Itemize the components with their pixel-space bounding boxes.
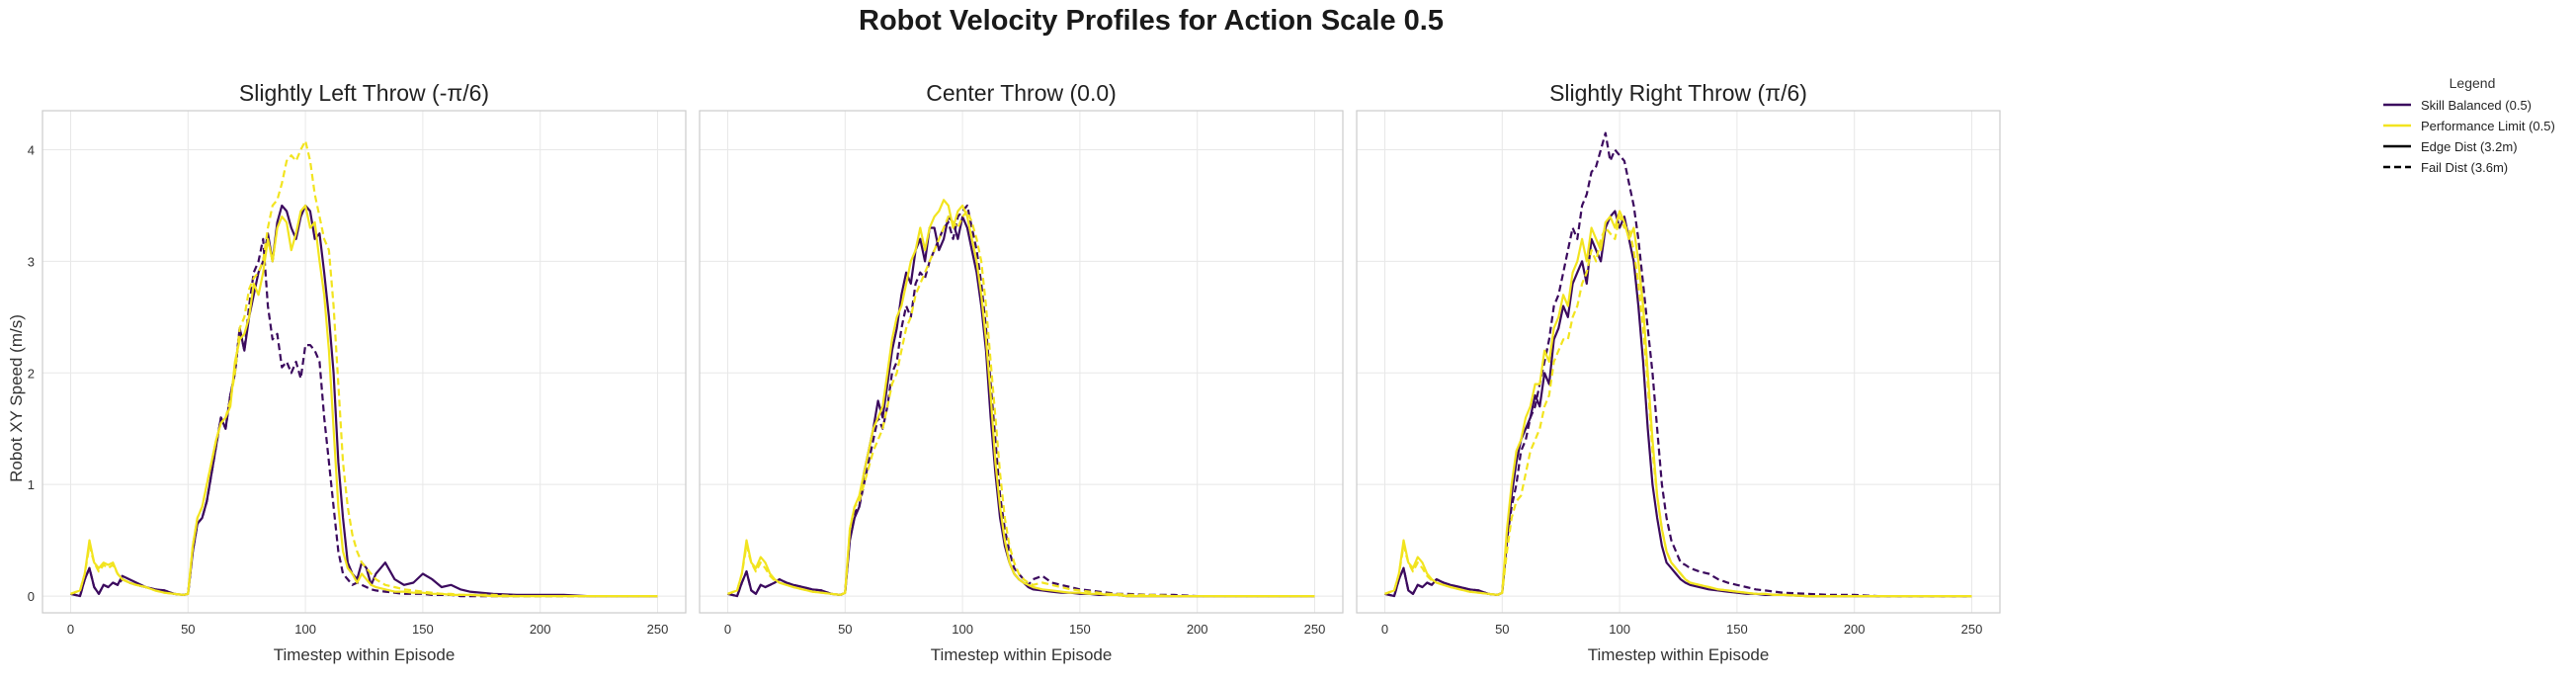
series-line-3 (727, 210, 1315, 598)
subplot-title: Slightly Right Throw (π/6) (1549, 80, 1807, 106)
legend-label-fail-dist: Fail Dist (3.6m) (2421, 160, 2508, 175)
plot-frame (699, 110, 1344, 614)
series-group (1384, 131, 1972, 598)
legend-label-edge-dist: Edge Dist (3.2m) (2421, 139, 2518, 154)
x-tick-label: 0 (1381, 622, 1388, 637)
plot-frame (42, 110, 687, 614)
figure-title: Robot Velocity Profiles for Action Scale… (859, 5, 1444, 37)
y-tick-label: 1 (28, 477, 35, 492)
x-tick-label: 250 (1304, 622, 1326, 637)
x-axis-label: Timestep within Episode (931, 645, 1113, 664)
plot-area (700, 111, 1343, 613)
x-tick-label: 200 (530, 622, 551, 637)
x-tick-label: 150 (1726, 622, 1748, 637)
x-tick-label: 100 (952, 622, 973, 637)
x-tick-label: 0 (724, 622, 731, 637)
x-tick-label: 250 (1961, 622, 1983, 637)
x-tick-label: 50 (838, 622, 852, 637)
legend-label-skill-balanced: Skill Balanced (0.5) (2421, 98, 2532, 113)
legend-title: Legend (2450, 75, 2496, 91)
x-axis-label: Timestep within Episode (1588, 645, 1770, 664)
series-line-1 (727, 204, 1315, 598)
plot-area (1357, 111, 2000, 613)
subplot-2: Slightly Right Throw (π/6) 0 50 100 150 200 25… (1356, 80, 2001, 664)
series-group (727, 199, 1315, 598)
series-group (70, 139, 658, 598)
plot-frame (1356, 110, 2001, 614)
x-tick-label: 100 (294, 622, 316, 637)
x-tick-label: 150 (412, 622, 434, 637)
x-tick-label: 200 (1844, 622, 1866, 637)
legend: Legend Skill Balanced (0.5) Performance … (2383, 75, 2555, 175)
subplot-0: Slightly Left Throw (-π/6) 0 50 100 150 200 25… (28, 80, 687, 664)
series-line-3 (1384, 215, 1972, 598)
x-tick-label: 250 (647, 622, 669, 637)
y-tick-label: 4 (28, 143, 35, 158)
x-tick-label: 150 (1069, 622, 1091, 637)
y-tick-label: 0 (28, 589, 35, 604)
x-tick-label: 50 (1495, 622, 1509, 637)
subplot-title: Slightly Left Throw (-π/6) (239, 80, 489, 106)
x-tick-label: 0 (67, 622, 74, 637)
plot-area (42, 111, 686, 613)
subplot-1: Center Throw (0.0) 0 50 100 150 200 250 Timeste… (699, 80, 1344, 664)
series-line-3 (70, 139, 658, 598)
x-tick-label: 100 (1609, 622, 1630, 637)
x-axis-label: Timestep within Episode (274, 645, 456, 664)
x-tick-label: 50 (181, 622, 195, 637)
legend-label-performance-limit: Performance Limit (0.5) (2421, 119, 2555, 133)
y-tick-label: 3 (28, 254, 35, 269)
y-tick-label: 2 (28, 366, 35, 381)
subplot-title: Center Throw (0.0) (926, 80, 1117, 106)
y-axis-label: Robot XY Speed (m/s) (7, 314, 26, 482)
subplots: Slightly Left Throw (-π/6)0 50 100 150 200 25… (28, 80, 2001, 664)
series-line-1 (1384, 131, 1972, 598)
x-tick-label: 200 (1187, 622, 1208, 637)
